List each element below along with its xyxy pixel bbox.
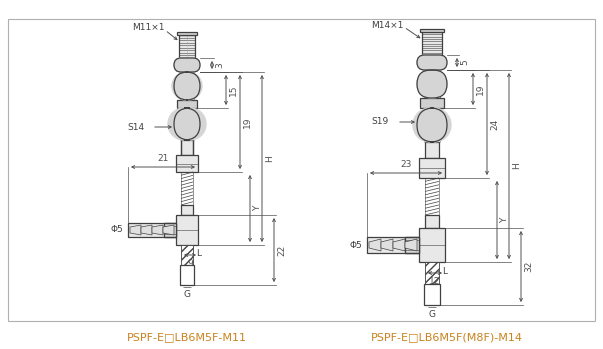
Polygon shape	[163, 225, 174, 235]
Polygon shape	[393, 239, 405, 251]
Text: 19: 19	[243, 116, 252, 128]
Bar	[424, 284, 440, 305]
Bar	[419, 228, 445, 262]
Bar	[420, 98, 444, 108]
Bar	[164, 223, 176, 237]
Ellipse shape	[172, 72, 200, 100]
Text: Y: Y	[500, 217, 509, 223]
Bar	[176, 215, 198, 245]
Text: Φ5: Φ5	[349, 240, 362, 250]
Bar	[420, 29, 444, 32]
Polygon shape	[369, 239, 381, 251]
Bar	[179, 35, 195, 58]
Text: M11×1: M11×1	[133, 23, 165, 32]
Text: G: G	[429, 310, 435, 319]
Text: 12: 12	[429, 277, 441, 286]
Ellipse shape	[417, 70, 445, 98]
Ellipse shape	[174, 58, 188, 72]
Text: 21: 21	[157, 154, 169, 163]
Ellipse shape	[174, 108, 206, 140]
Polygon shape	[381, 239, 393, 251]
Bar	[405, 237, 419, 253]
Text: 9: 9	[187, 259, 193, 268]
Bar	[431, 70, 433, 98]
Text: H: H	[265, 155, 274, 162]
Text: S19: S19	[372, 118, 389, 126]
Bar	[181, 58, 193, 72]
Bar	[180, 265, 194, 285]
Text: H: H	[512, 163, 521, 169]
Ellipse shape	[174, 72, 202, 100]
Bar	[181, 245, 193, 265]
Polygon shape	[152, 225, 163, 235]
Text: Φ5: Φ5	[110, 225, 123, 235]
Ellipse shape	[168, 108, 200, 140]
Bar	[186, 72, 188, 100]
Ellipse shape	[417, 55, 432, 70]
Bar	[425, 262, 439, 284]
Text: S14: S14	[127, 122, 144, 132]
Text: G: G	[183, 290, 191, 299]
Bar	[181, 205, 193, 215]
Text: 32: 32	[524, 261, 533, 272]
Bar	[177, 100, 197, 108]
Ellipse shape	[417, 108, 451, 142]
Polygon shape	[130, 225, 141, 235]
Text: PSPF-E□LB6M5F-M11: PSPF-E□LB6M5F-M11	[127, 332, 247, 342]
Text: Y: Y	[253, 206, 262, 211]
Text: 15: 15	[229, 84, 238, 96]
Bar	[419, 158, 445, 178]
Bar	[425, 142, 439, 158]
Ellipse shape	[432, 55, 447, 70]
Bar	[8, 19, 595, 321]
Text: L: L	[442, 267, 447, 275]
Bar	[430, 108, 434, 142]
Bar	[425, 215, 439, 228]
Text: 23: 23	[400, 160, 412, 169]
Text: L: L	[196, 250, 201, 259]
Ellipse shape	[413, 108, 447, 142]
Text: 5: 5	[460, 60, 469, 65]
Bar	[128, 223, 176, 237]
Text: 19: 19	[476, 83, 485, 95]
Polygon shape	[405, 239, 417, 251]
Ellipse shape	[186, 58, 200, 72]
Ellipse shape	[419, 70, 447, 98]
Polygon shape	[141, 225, 152, 235]
Bar	[422, 32, 442, 55]
Text: 22: 22	[277, 244, 286, 255]
Text: PSPF-E□LB6M5F(M8F)-M14: PSPF-E□LB6M5F(M8F)-M14	[371, 332, 523, 342]
Text: 24: 24	[490, 118, 499, 129]
Bar	[425, 55, 440, 70]
Bar	[177, 32, 197, 35]
Bar	[184, 108, 190, 140]
Text: 3: 3	[215, 62, 224, 68]
Bar	[367, 237, 419, 253]
Text: M14×1: M14×1	[371, 21, 404, 30]
Bar	[176, 155, 198, 172]
Bar	[181, 140, 193, 155]
